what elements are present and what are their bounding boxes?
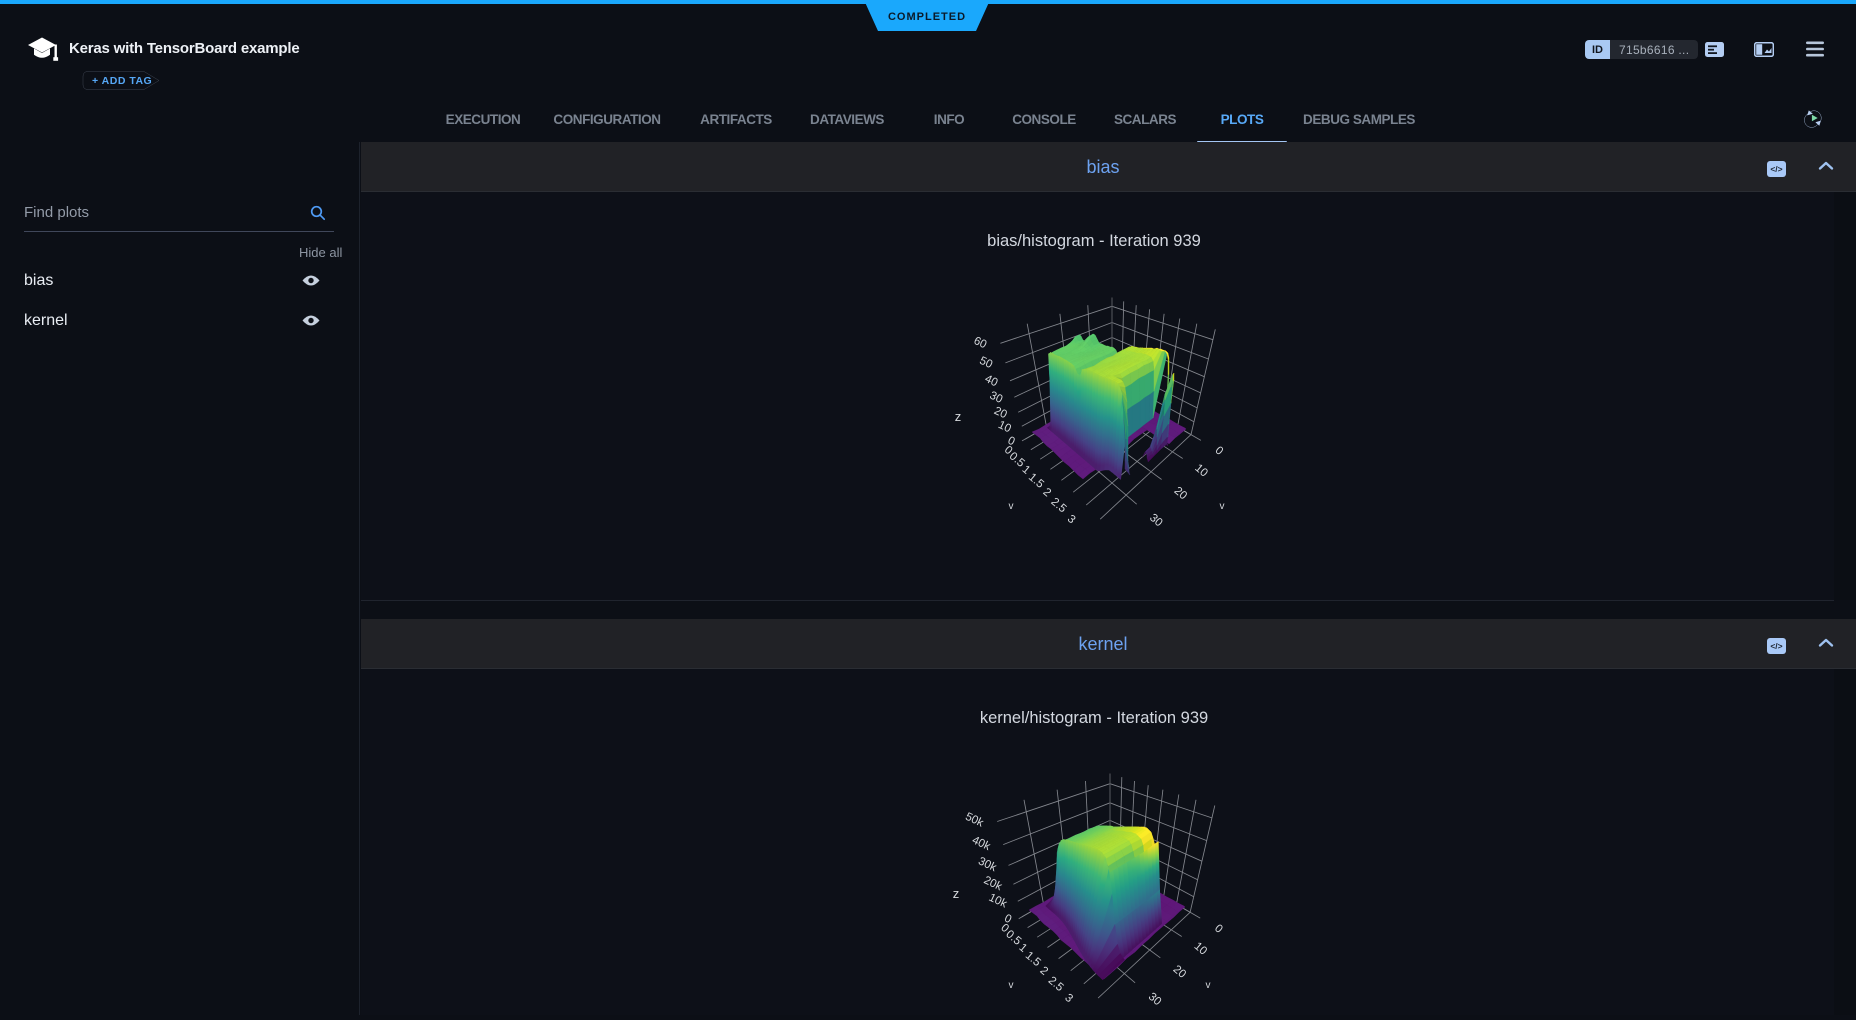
svg-text:kernel/histogram - Iteration 9: kernel/histogram - Iteration 939 [980, 709, 1208, 727]
svg-text:20: 20 [1171, 963, 1189, 980]
svg-text:2: 2 [1037, 965, 1050, 978]
svg-text:0: 0 [1213, 445, 1226, 458]
svg-text:1.5: 1.5 [1026, 471, 1046, 490]
svg-text:v: v [1220, 501, 1225, 512]
svg-text:60: 60 [972, 335, 989, 351]
svg-text:10k: 10k [987, 892, 1009, 911]
svg-text:50: 50 [978, 355, 995, 371]
svg-text:40: 40 [983, 373, 1000, 389]
svg-text:30: 30 [1147, 512, 1165, 529]
svg-text:2.5: 2.5 [1048, 496, 1068, 515]
svg-text:10: 10 [996, 419, 1013, 435]
svg-text:10: 10 [1192, 462, 1210, 479]
svg-text:v: v [1009, 980, 1014, 991]
svg-text:3: 3 [1062, 992, 1075, 1005]
svg-text:50k: 50k [963, 811, 985, 830]
svg-text:30: 30 [1146, 991, 1164, 1008]
svg-text:0: 0 [1006, 435, 1017, 449]
svg-text:v: v [1009, 501, 1014, 512]
svg-text:10: 10 [1192, 940, 1210, 957]
svg-text:30k: 30k [976, 855, 998, 874]
svg-text:20k: 20k [982, 874, 1004, 893]
svg-text:z: z [955, 409, 962, 424]
svg-text:0: 0 [1212, 922, 1225, 935]
svg-text:40k: 40k [970, 834, 992, 853]
svg-text:z: z [953, 886, 960, 901]
svg-text:20: 20 [992, 405, 1009, 421]
svg-text:v: v [1206, 980, 1211, 991]
svg-text:3: 3 [1065, 513, 1078, 526]
svg-text:1.5: 1.5 [1023, 950, 1043, 969]
svg-text:0: 0 [1002, 913, 1013, 927]
svg-text:2: 2 [1040, 486, 1053, 499]
svg-text:20: 20 [1172, 485, 1190, 502]
svg-text:30: 30 [988, 390, 1005, 406]
svg-text:bias/histogram - Iteration 939: bias/histogram - Iteration 939 [987, 232, 1201, 250]
svg-text:+ ADD TAG: + ADD TAG [92, 75, 152, 87]
svg-text:2.5: 2.5 [1046, 975, 1066, 994]
